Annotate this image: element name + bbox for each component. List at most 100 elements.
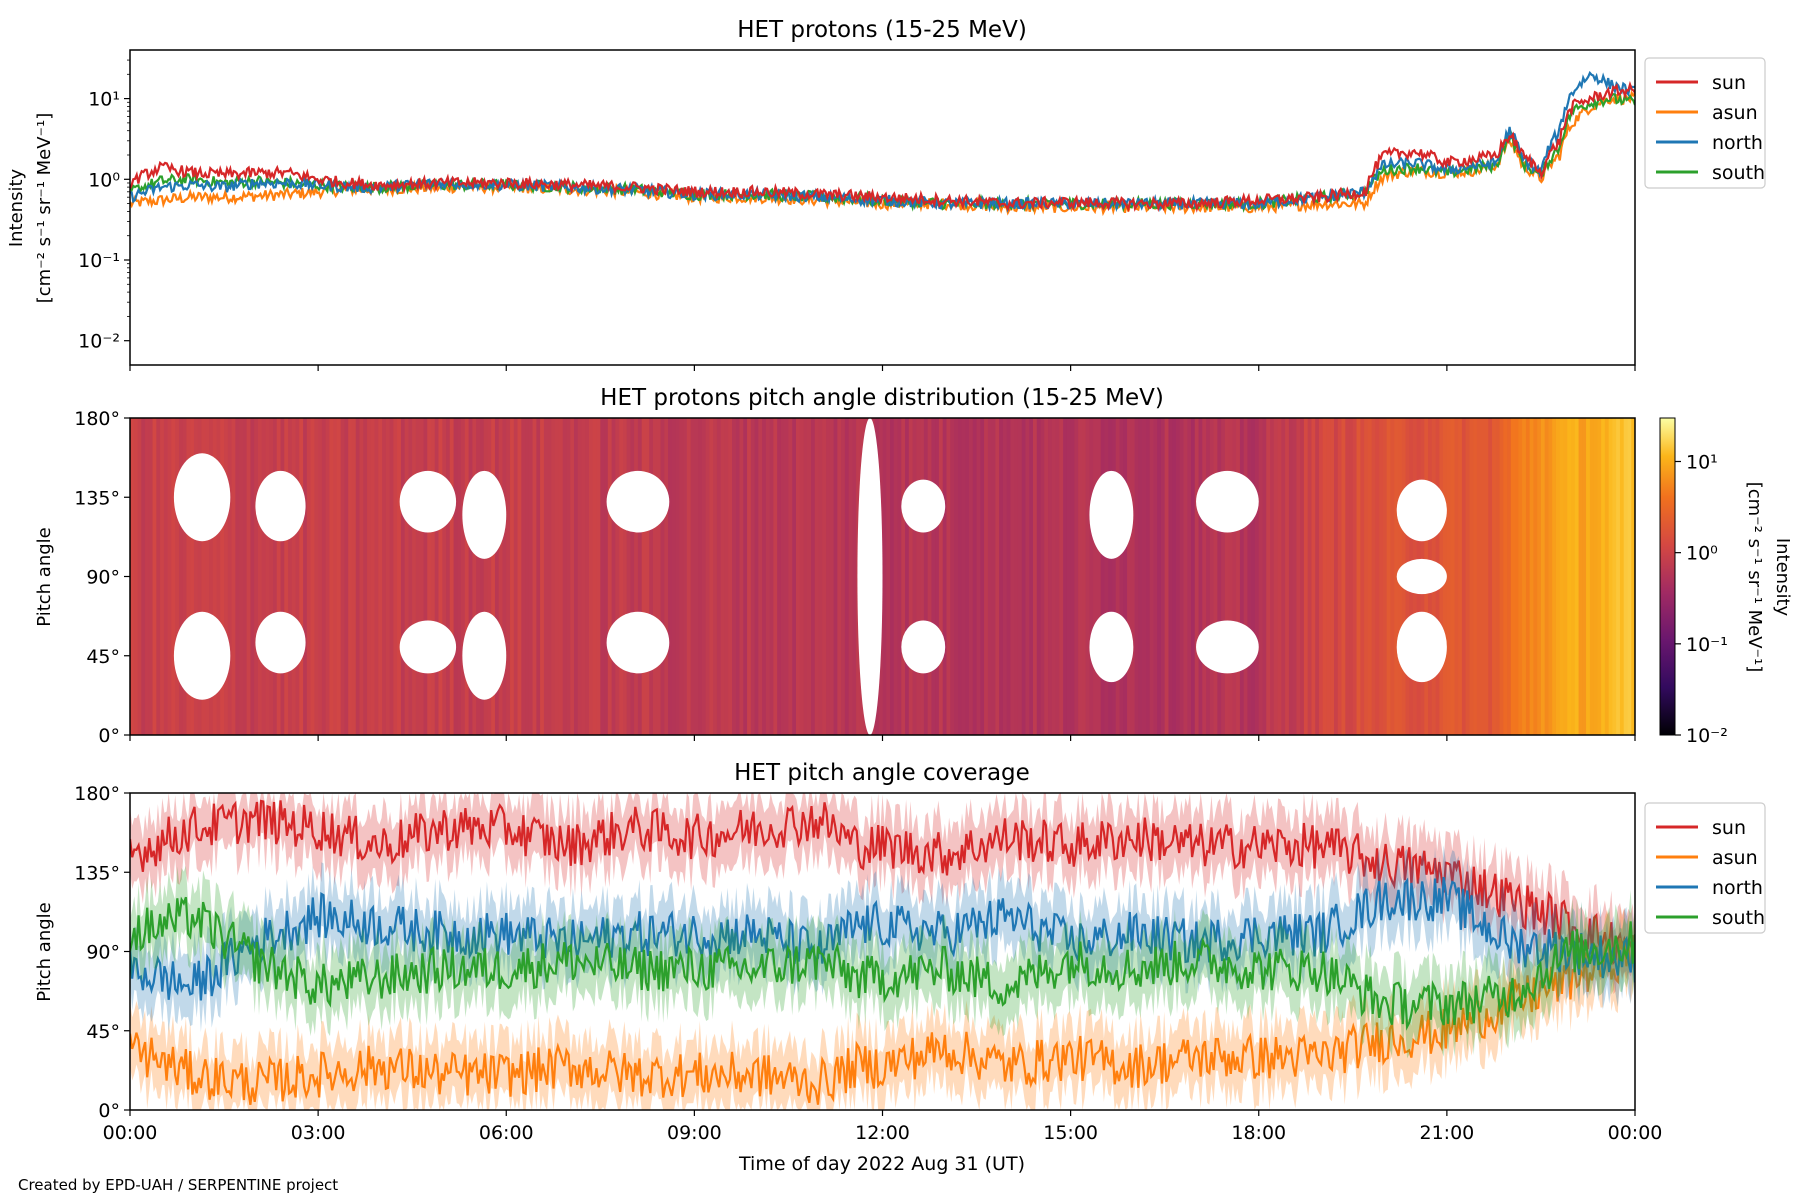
heatmap-cell <box>133 418 139 735</box>
heatmap-cell <box>844 418 850 735</box>
heatmap-cell <box>303 418 308 735</box>
heatmap-cell <box>227 418 233 735</box>
heatmap-cell <box>1571 418 1576 735</box>
panel3-legend-label-north: north <box>1712 877 1763 899</box>
x-axis-label: Time of day 2022 Aug 31 (UT) <box>738 1153 1025 1175</box>
x-tick-label: 15:00 <box>1043 1122 1098 1144</box>
heatmap-gap <box>1089 470 1134 559</box>
heatmap-cell <box>920 418 925 735</box>
heatmap-cell <box>186 418 191 735</box>
heatmap-cell <box>1164 418 1170 735</box>
heatmap-cell <box>1522 418 1527 735</box>
heatmap-cell <box>999 418 1004 735</box>
panel3-legend-label-sun: sun <box>1712 817 1746 839</box>
heatmap-cell <box>355 418 361 735</box>
heatmap-cell <box>265 418 270 735</box>
heatmap-cell <box>314 418 319 735</box>
heatmap-cell <box>1537 418 1542 735</box>
heatmap-cell <box>1115 418 1121 735</box>
heatmap-cell <box>901 418 906 735</box>
heatmap-cell <box>690 418 695 735</box>
x-tick-label: 00:00 <box>103 1122 158 1144</box>
heatmap-cell <box>923 418 929 735</box>
heatmap-gap <box>857 418 883 735</box>
heatmap-cell <box>1273 418 1279 735</box>
heatmap-cell <box>1631 418 1635 735</box>
heatmap-cell <box>938 418 944 735</box>
heatmap-cell <box>242 418 248 735</box>
heatmap-cell <box>1157 418 1162 735</box>
heatmap-cell <box>318 418 323 735</box>
heatmap-cell <box>758 418 763 735</box>
heatmap-cell <box>393 418 398 735</box>
heatmap-cell <box>596 418 601 735</box>
heatmap-gap <box>399 470 457 533</box>
heatmap-cell <box>1578 418 1583 735</box>
x-tick-label: 09:00 <box>667 1122 722 1144</box>
heatmap-cell <box>1206 418 1211 735</box>
heatmap-cell <box>1085 418 1091 735</box>
heatmap-cell <box>818 418 823 735</box>
heatmap-cell <box>1239 418 1245 735</box>
heatmap-cell <box>536 418 541 735</box>
y-tick-label: 180° <box>74 783 120 805</box>
y-tick-label: 10⁰ <box>88 169 120 191</box>
heatmap-cell <box>1364 418 1369 735</box>
heatmap-cell <box>1070 418 1075 735</box>
x-tick-label: 21:00 <box>1419 1122 1474 1144</box>
heatmap-cell <box>1533 418 1538 735</box>
heatmap-cell <box>841 418 846 735</box>
heatmap-cell <box>803 418 808 735</box>
heatmap-cell <box>532 418 537 735</box>
heatmap-gap <box>399 620 457 674</box>
heatmap-cell <box>1307 418 1313 735</box>
heatmap-cell <box>295 418 300 735</box>
heatmap-cell <box>464 418 470 735</box>
heatmap-cell <box>1627 418 1632 735</box>
heatmap-cell <box>1548 418 1553 735</box>
heatmap-cell <box>1078 418 1083 735</box>
heatmap-cell <box>167 418 172 735</box>
heatmap-cell <box>1288 418 1294 735</box>
heatmap-cell <box>1066 418 1072 735</box>
heatmap-cell <box>931 418 936 735</box>
heatmap-cell <box>1593 418 1598 735</box>
heatmap-cell <box>1145 418 1151 735</box>
panel1-legend-label-asun: asun <box>1712 102 1758 124</box>
colorbar-tick-label: 10⁰ <box>1686 543 1718 565</box>
heatmap-cell <box>957 418 963 735</box>
heatmap-cell <box>995 418 1000 735</box>
heatmap-cell <box>912 418 917 735</box>
heatmap-cell <box>1612 418 1617 735</box>
heatmap-cell <box>359 418 364 735</box>
heatmap-cell <box>1108 418 1113 735</box>
colorbar-tick-label: 10⁻² <box>1686 725 1728 747</box>
heatmap-cell <box>130 418 135 735</box>
heatmap-cell <box>649 418 654 735</box>
heatmap-cell <box>193 418 199 735</box>
heatmap-cell <box>1044 418 1049 735</box>
heatmap-cell <box>1480 418 1486 735</box>
y-tick-label: 135° <box>74 862 120 884</box>
heatmap-cell <box>965 418 970 735</box>
heatmap-cell <box>145 418 150 735</box>
heatmap-cell <box>1341 418 1346 735</box>
heatmap-cell <box>510 418 515 735</box>
heatmap-cell <box>637 418 643 735</box>
heatmap-cell <box>1209 418 1215 735</box>
heatmap-cell <box>961 418 966 735</box>
panel1-ylabel-line2: [cm⁻² s⁻¹ sr⁻¹ MeV⁻¹] <box>34 113 55 304</box>
heatmap-cell <box>212 418 218 735</box>
heatmap-cell <box>461 418 466 735</box>
heatmap-cell <box>1051 418 1057 735</box>
heatmap-cell <box>178 418 184 735</box>
heatmap-cell <box>686 418 692 735</box>
heatmap-cell <box>942 418 948 735</box>
heatmap-cell <box>1074 418 1079 735</box>
heatmap-cell <box>224 418 229 735</box>
panel1-legend-box <box>1644 57 1766 189</box>
heatmap-cell <box>709 418 714 735</box>
heatmap-cell <box>1292 418 1297 735</box>
heatmap-cell <box>415 418 421 735</box>
heatmap-cell <box>1379 418 1384 735</box>
